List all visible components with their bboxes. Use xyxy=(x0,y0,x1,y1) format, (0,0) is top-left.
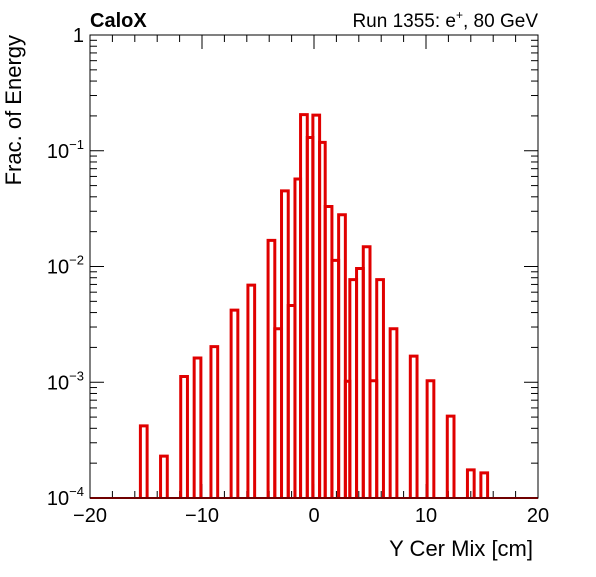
x-tick-label: 0 xyxy=(308,505,319,527)
histogram-bin xyxy=(192,356,203,498)
y-tick-label: 10−3 xyxy=(47,368,84,394)
histogram-bin xyxy=(445,414,456,498)
histogram-bin xyxy=(408,354,419,498)
y-tick-label: 1 xyxy=(73,25,84,47)
x-axis-title: Y Cer Mix [cm] xyxy=(389,536,533,561)
histogram-bin xyxy=(388,327,399,498)
x-tick-label: −20 xyxy=(73,505,107,527)
run-label: Run 1355: e+, 80 GeV xyxy=(352,8,538,32)
histogram-bin xyxy=(375,278,385,498)
histogram-bin xyxy=(465,468,476,498)
histogram-bin xyxy=(209,345,220,498)
y-axis-title: Frac. of Energy xyxy=(1,35,26,185)
histogram-bin xyxy=(229,308,240,498)
histogram-bin xyxy=(138,424,149,498)
x-tick-label: −10 xyxy=(185,505,219,527)
histogram-bin xyxy=(425,379,436,498)
plot-frame xyxy=(89,34,539,499)
histogram-bin xyxy=(179,375,189,498)
histogram-series xyxy=(90,113,538,499)
histogram-bin xyxy=(159,454,169,498)
experiment-label: CaloX xyxy=(90,10,147,32)
histogram-bin xyxy=(246,283,257,498)
y-tick-label: 10−2 xyxy=(47,253,84,279)
y-tick-label: 10−1 xyxy=(47,137,84,163)
tick-labels: −20 −10 0 10 20 1 10−1 10−2 10−3 10−4 xyxy=(47,25,549,527)
histogram-bin xyxy=(479,471,490,498)
x-tick-label: 10 xyxy=(415,505,437,527)
y-tick-label: 10−4 xyxy=(47,484,84,510)
x-tick-label: 20 xyxy=(527,505,549,527)
histogram-bin xyxy=(337,213,347,498)
histogram-bin xyxy=(361,245,372,498)
